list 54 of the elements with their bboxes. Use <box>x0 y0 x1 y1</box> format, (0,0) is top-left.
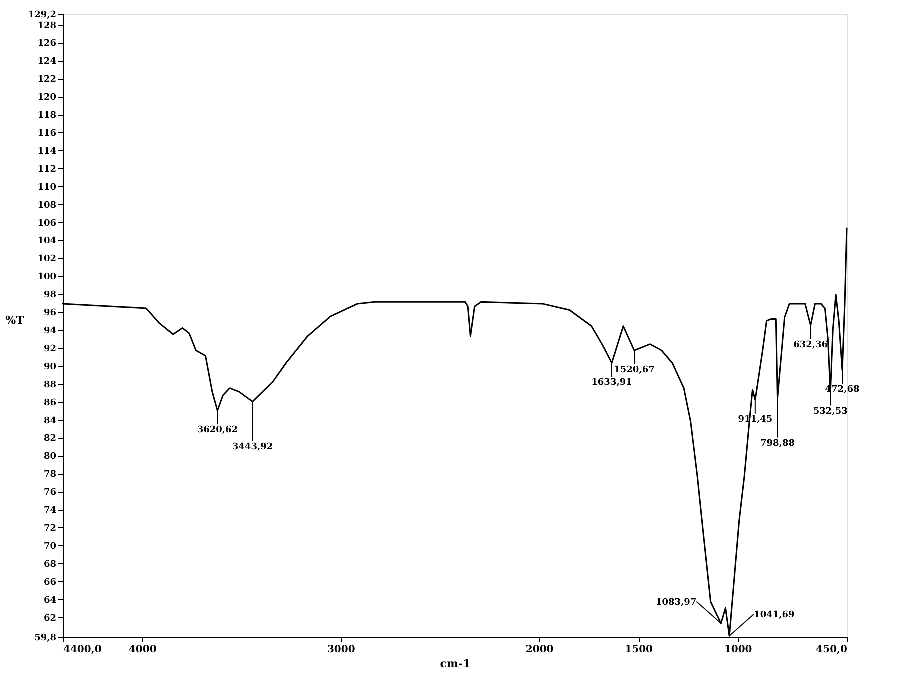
x-tick-label: 4000 <box>128 644 157 656</box>
x-tick-label: 2000 <box>526 644 554 656</box>
annotation: 1083,97 <box>656 598 697 608</box>
y-tick-label: 110 <box>38 182 56 193</box>
annotation: 632,36 <box>794 340 828 350</box>
y-tick-label: 106 <box>38 218 56 229</box>
y-tick-label: 126 <box>38 39 56 50</box>
y-tick-label: 90 <box>44 362 56 372</box>
y-tick-label: 62 <box>44 614 56 624</box>
y-tick-label: 66 <box>44 578 56 588</box>
y-tick-label: 70 <box>44 542 56 552</box>
y-tick-label: 122 <box>38 75 56 86</box>
y-tick-label: 72 <box>44 524 56 534</box>
y-tick-label: 102 <box>38 254 56 265</box>
y-tick-label: 76 <box>44 488 56 498</box>
y-tick-label: 128 <box>38 21 56 32</box>
annotation: 1520,67 <box>614 365 655 376</box>
annotation: 1633,91 <box>592 378 632 388</box>
y-tick-label: 118 <box>38 111 56 122</box>
y-tick-label: 116 <box>38 128 56 139</box>
y-tick-label: 96 <box>44 308 56 319</box>
y-tick-label: 78 <box>44 470 56 480</box>
x-tick-label: 4400,0 <box>64 644 102 656</box>
y-tick-label: 94 <box>44 326 56 336</box>
y-tick-label: 98 <box>44 290 56 301</box>
y-tick-label: 129,2 <box>28 10 56 20</box>
annotation: 532,53 <box>813 406 848 417</box>
y-tick-label: 92 <box>44 344 56 354</box>
annotation: 1041,69 <box>754 610 795 620</box>
y-axis-title: %T <box>6 314 26 327</box>
y-tick-label: 59,8 <box>34 634 56 644</box>
y-tick-label: 100 <box>38 272 56 283</box>
x-tick-label: 1500 <box>625 644 654 656</box>
x-tick-label: 3000 <box>327 644 356 656</box>
y-tick-label: 74 <box>44 506 56 516</box>
y-tick-label: 64 <box>44 596 56 606</box>
y-tick-label: 124 <box>38 57 56 68</box>
y-tick-label: 114 <box>38 146 56 157</box>
y-tick-label: 108 <box>38 200 56 211</box>
y-tick-label: 120 <box>38 93 56 104</box>
annotation: 3620,62 <box>197 426 238 436</box>
y-tick-label: 80 <box>44 452 56 462</box>
annotation: 798,88 <box>760 438 795 449</box>
x-tick-label: 450,0 <box>816 644 848 656</box>
annotation: 3443,92 <box>232 442 274 452</box>
y-tick-label: 68 <box>44 560 56 570</box>
y-tick-label: 112 <box>38 164 56 175</box>
y-tick-label: 82 <box>44 434 56 444</box>
x-tick-label: 1000 <box>724 644 752 656</box>
y-tick-label: 104 <box>38 236 56 247</box>
x-axis-title: cm-1 <box>440 658 471 670</box>
y-tick-label: 86 <box>44 398 56 408</box>
y-tick-label: 88 <box>44 380 56 390</box>
y-tick-label: 84 <box>44 416 56 426</box>
